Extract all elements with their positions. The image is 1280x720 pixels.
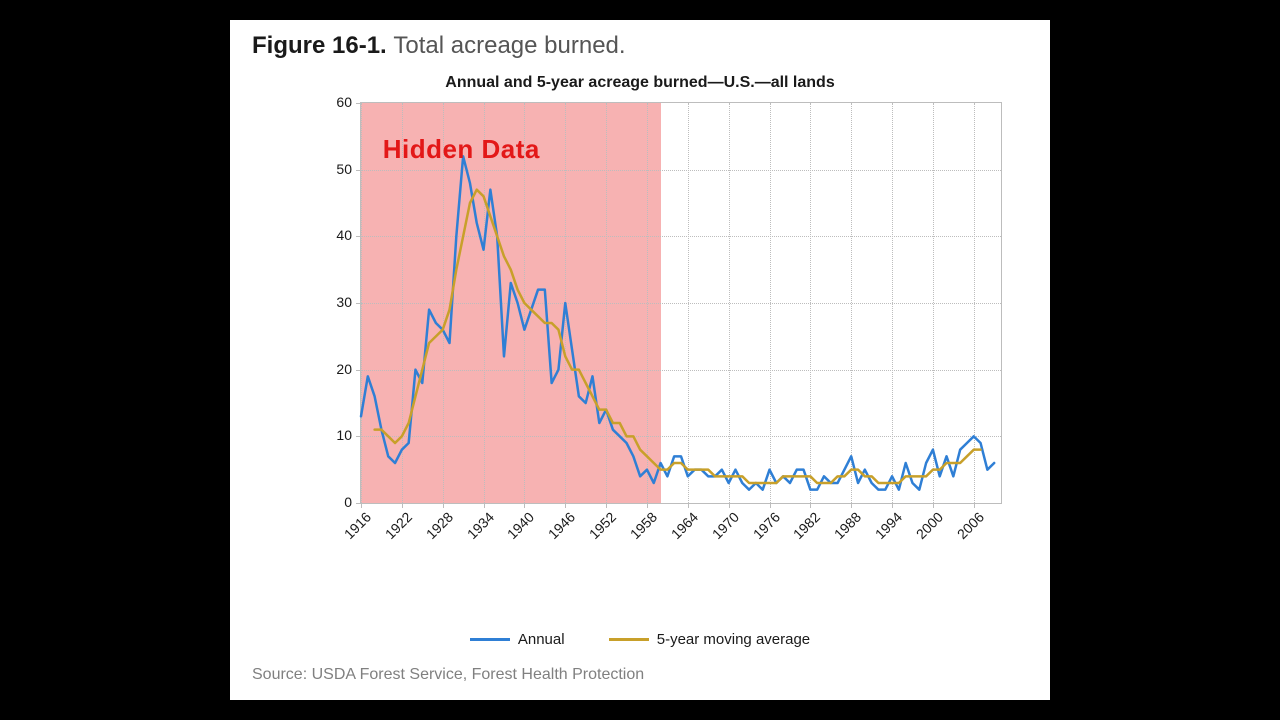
x-tick-label: 1988 (831, 509, 864, 542)
figure-caption: Total acreage burned. (393, 32, 625, 59)
y-tick-label: 40 (316, 227, 352, 243)
figure-number: Figure 16-1. (252, 32, 387, 59)
annotation-hidden-data: Hidden Data (383, 134, 540, 165)
x-tick-labels: 1916192219281934194019461952195819641970… (360, 506, 1000, 556)
x-tick-label: 1958 (627, 509, 660, 542)
y-tick-labels: 0102030405060 (320, 102, 356, 502)
x-tick-label: 1916 (341, 509, 374, 542)
figure-title: Figure 16-1. Total acreage burned. (252, 32, 626, 60)
x-tick-label: 1976 (749, 509, 782, 542)
x-tick-label: 1946 (545, 509, 578, 542)
x-tick-label: 2006 (954, 509, 987, 542)
legend: Annual 5-year moving average (230, 628, 1050, 648)
x-tick-label: 1994 (872, 509, 905, 542)
series-line (375, 190, 981, 483)
x-tick-label: 1982 (790, 509, 823, 542)
legend-swatch-annual (470, 638, 510, 641)
x-tick-label: 1934 (463, 509, 496, 542)
legend-item-avg: 5-year moving average (609, 631, 810, 648)
x-tick-label: 1922 (382, 509, 415, 542)
legend-label-annual: Annual (518, 631, 565, 648)
y-tick-label: 50 (316, 161, 352, 177)
figure-frame: Figure 16-1. Total acreage burned. Annua… (230, 20, 1050, 700)
y-tick-label: 60 (316, 94, 352, 110)
x-tick-label: 1928 (422, 509, 455, 542)
legend-swatch-avg (609, 638, 649, 641)
y-tick-label: 30 (316, 294, 352, 310)
y-tick-label: 10 (316, 427, 352, 443)
x-tick-label: 1970 (708, 509, 741, 542)
series-line (361, 156, 994, 489)
chart-title: Annual and 5-year acreage burned—U.S.—al… (230, 74, 1050, 92)
x-tick-label: 1952 (586, 509, 619, 542)
x-tick-label: 2000 (913, 509, 946, 542)
x-tick-label: 1964 (668, 509, 701, 542)
x-tick-label: 1940 (504, 509, 537, 542)
y-tick-label: 20 (316, 361, 352, 377)
source-text: Source: USDA Forest Service, Forest Heal… (252, 666, 644, 684)
y-tick-label: 0 (316, 494, 352, 510)
plot-area: Hidden Data (360, 102, 1002, 504)
legend-item-annual: Annual (470, 631, 565, 648)
legend-label-avg: 5-year moving average (657, 631, 810, 648)
plot-outer: Mortality in acres (millions) 0102030405… (320, 92, 1020, 562)
